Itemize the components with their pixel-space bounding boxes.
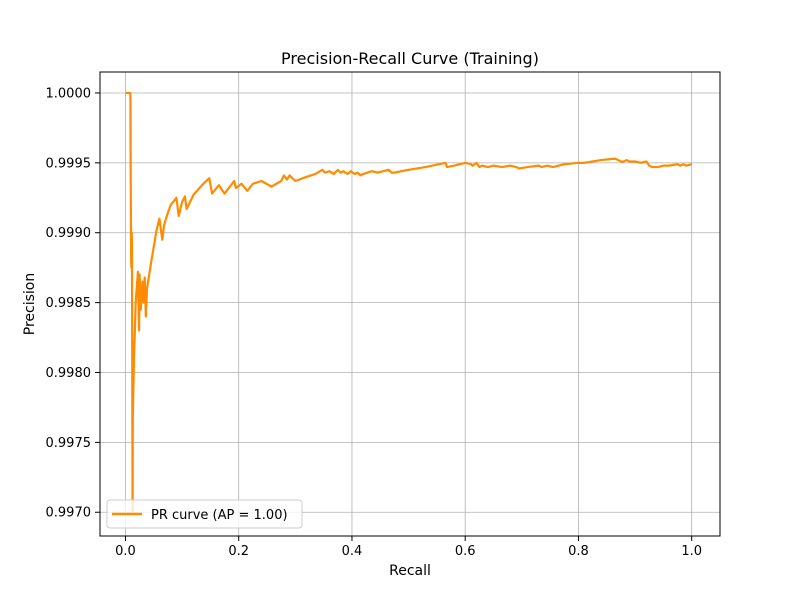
curve-layer xyxy=(125,91,692,514)
y-tick-label: 0.9970 xyxy=(46,506,92,521)
x-tick-label: 0.4 xyxy=(342,544,363,559)
y-tick-label: 1.0000 xyxy=(46,86,92,101)
y-tick-label: 0.9985 xyxy=(46,296,92,311)
x-axis-ticks: 0.0 0.2 0.4 0.6 0.8 1.0 xyxy=(115,536,702,559)
y-tick-label: 0.9995 xyxy=(46,156,92,171)
y-tick-label: 0.9990 xyxy=(46,226,92,241)
pr-curve-line xyxy=(125,91,692,514)
plot-frame xyxy=(99,71,721,537)
legend-box xyxy=(106,499,303,529)
x-tick-label: 0.2 xyxy=(228,544,249,559)
y-tick-label: 0.9980 xyxy=(46,366,92,381)
x-axis-label: Recall xyxy=(389,563,431,579)
y-axis-ticks: 0.9970 0.9975 0.9980 0.9985 0.9990 0.9995 1.00… xyxy=(46,86,100,521)
x-tick-label: 0.6 xyxy=(455,544,476,559)
legend-label: PR curve (AP = 1.00) xyxy=(151,508,288,523)
y-tick-label: 0.9975 xyxy=(46,436,92,451)
y-axis-label: Precision xyxy=(22,273,38,335)
legend: PR curve (AP = 1.00) xyxy=(106,499,303,529)
x-tick-label: 0.0 xyxy=(115,544,136,559)
x-tick-label: 1.0 xyxy=(681,544,702,559)
grid xyxy=(100,72,720,536)
chart-title: Precision-Recall Curve (Training) xyxy=(281,49,539,68)
x-tick-label: 0.8 xyxy=(568,544,589,559)
